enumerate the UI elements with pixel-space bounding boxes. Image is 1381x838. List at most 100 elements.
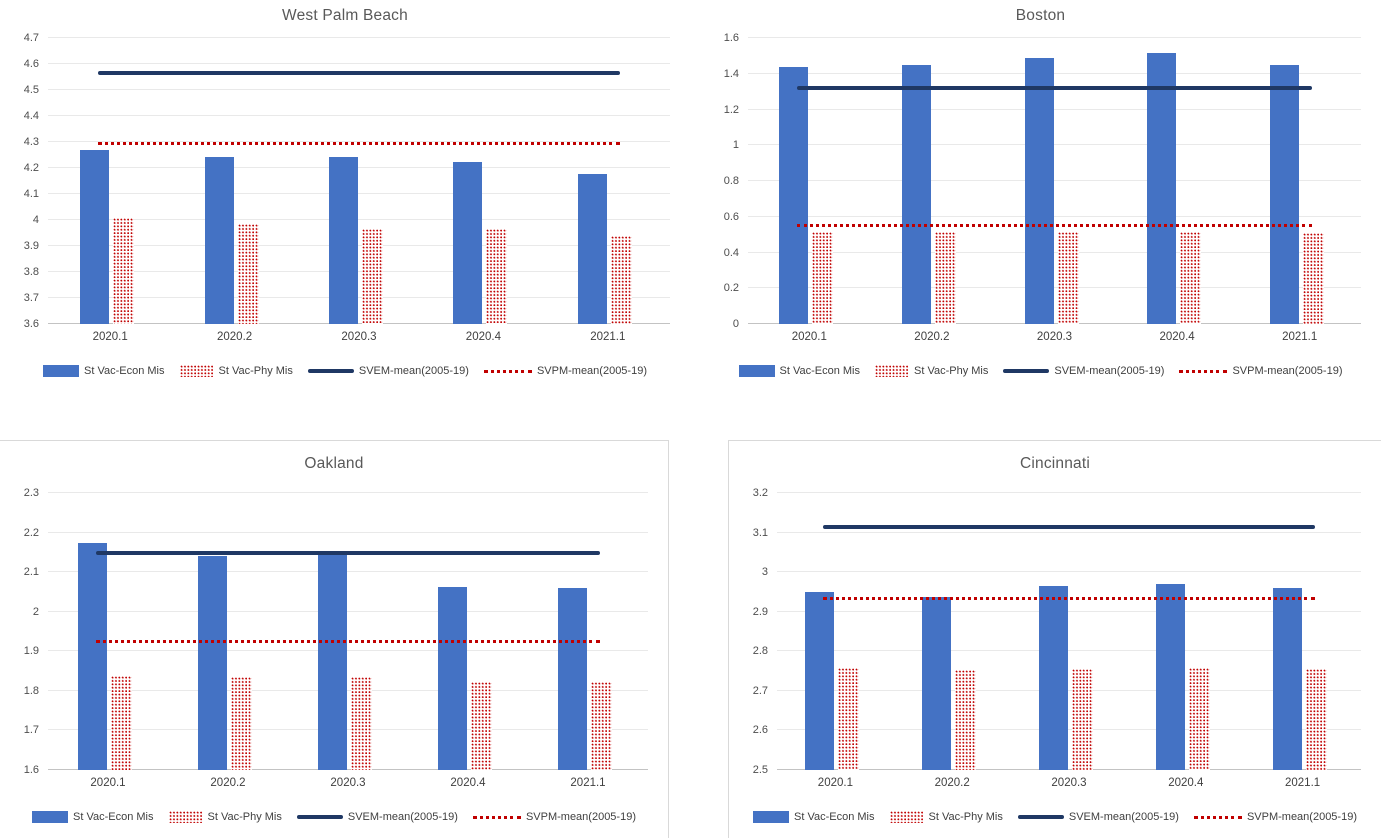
legend-swatch-phy-pattern — [889, 811, 924, 823]
y-axis-tick-label: 1.9 — [23, 645, 39, 658]
x-axis-tick-label: 2020.2 — [914, 331, 950, 343]
bar-econ-mismatch — [577, 174, 607, 324]
x-axis-tick-label: 2020.4 — [1159, 331, 1195, 343]
gridline — [48, 271, 670, 272]
chart-title: Oakland — [304, 455, 364, 472]
legend-item: SVPM-mean(2005-19) — [1179, 365, 1343, 377]
legend-item: St Vac-Phy Mis — [168, 811, 282, 823]
y-axis-tick-label: 4.1 — [23, 188, 39, 200]
y-axis-tick-label: 2.1 — [23, 566, 39, 579]
gridline — [48, 729, 648, 731]
plot-area: 0 0.2 0.4 0.6 0.8 1 1.2 1.4 1.6 — [724, 32, 1361, 330]
gridline — [748, 287, 1361, 289]
gridline — [777, 769, 1361, 770]
gridline — [777, 571, 1361, 573]
y-axis-tick-label: 1.2 — [723, 103, 739, 116]
gridline — [48, 89, 670, 90]
bar-econ-mismatch — [329, 156, 358, 324]
bar-econ-mismatch — [453, 161, 483, 324]
y-axis-tick-label: 2.2 — [23, 526, 39, 539]
gridline — [48, 571, 648, 573]
legend-swatch-econ-bar — [32, 811, 68, 823]
legend-label: St Vac-Phy Mis — [928, 811, 1003, 823]
bar-econ-mismatch — [805, 591, 835, 770]
legend-label: SVPM-mean(2005-19) — [536, 365, 647, 377]
y-axis-tick-label: 1.6 — [23, 764, 39, 776]
legend-item: SVPM-mean(2005-19) — [483, 365, 647, 377]
bar-phy-mismatch — [610, 236, 632, 324]
gridline — [48, 193, 670, 194]
gridline — [48, 245, 670, 246]
y-axis-tick-label: 3.7 — [23, 292, 39, 304]
y-axis-tick-label: 4.3 — [23, 136, 39, 148]
chart-title: Boston — [1015, 7, 1066, 24]
y-axis-tick-label: 4.5 — [23, 84, 39, 96]
x-axis-tick-label: 2021.1 — [590, 331, 626, 343]
bar-phy-mismatch — [838, 668, 860, 770]
bar-phy-mismatch — [111, 675, 132, 770]
legend-item: St Vac-Phy Mis — [875, 365, 988, 377]
gridline — [777, 729, 1361, 731]
x-axis-labels: 2020.1 2020.2 2020.3 2020.4 2021.1 — [748, 324, 1361, 350]
legend-label: St Vac-Econ Mis — [73, 811, 154, 823]
bar-econ-mismatch — [78, 542, 107, 770]
legend-swatch-phy-pattern — [875, 365, 909, 377]
bar-econ-mismatch — [922, 597, 952, 770]
gridline — [748, 215, 1361, 217]
legend-label: St Vac-Phy Mis — [914, 365, 989, 377]
y-axis-tick-label: 0.2 — [723, 282, 739, 295]
x-axis-tick-label: 2021.1 — [1282, 331, 1318, 343]
gridline — [48, 115, 670, 116]
x-axis-tick-label: 2020.1 — [817, 777, 853, 789]
x-axis-tick-label: 2020.3 — [341, 331, 377, 343]
x-axis-tick-label: 2020.4 — [1168, 777, 1204, 789]
legend-item: SVEM-mean(2005-19) — [1017, 811, 1179, 823]
gridline — [48, 323, 670, 324]
gridline — [748, 144, 1361, 146]
plot-area: 1.6 1.7 1.8 1.9 2 2.1 2.2 2.3 — [24, 487, 648, 776]
chart-panel-boston: Boston 0 0.2 0.4 0.6 0.8 1 1.2 1.4 1.6 2020.1 2020… — [700, 0, 1381, 392]
gridline — [48, 610, 648, 612]
legend-item: St Vac-Econ Mis — [43, 365, 165, 377]
y-axis-tick-label: 3.9 — [23, 240, 39, 252]
legend-item: SVEM-mean(2005-19) — [307, 365, 469, 377]
y-axis-tick-label: 3.8 — [23, 266, 39, 278]
gridline — [48, 219, 670, 220]
bar-econ-mismatch — [1155, 583, 1185, 770]
y-axis-tick-label: 4 — [32, 214, 39, 226]
y-axis-tick-label: 3 — [761, 566, 768, 579]
legend-item: SVPM-mean(2005-19) — [472, 811, 636, 823]
legend-marker-svpm-dots — [1179, 369, 1228, 373]
x-axis-tick-label: 2020.3 — [1036, 331, 1073, 343]
y-axis-tick-label: 2.6 — [752, 724, 768, 737]
y-axis-tick-label: 1.4 — [723, 67, 739, 80]
x-axis-labels: 2020.1 2020.2 2020.3 2020.4 2021.1 — [48, 324, 670, 350]
bar-phy-mismatch — [1057, 231, 1079, 324]
bar-phy-mismatch — [1305, 668, 1327, 770]
gridline — [777, 689, 1361, 691]
chart-legend: St Vac-Econ Mis St Vac-Phy Mis SVEM-mean(2… — [0, 350, 690, 392]
legend-marker-svem-line — [1003, 369, 1050, 373]
y-axis-tick-label: 0.8 — [723, 175, 739, 187]
gridline — [777, 492, 1361, 493]
bar-phy-mismatch — [1188, 668, 1210, 770]
chart-title: Cincinnati — [1019, 455, 1091, 472]
legend-marker-svpm-dots — [1193, 815, 1242, 819]
bar-phy-mismatch — [812, 231, 834, 324]
gridline — [48, 63, 670, 64]
bar-phy-mismatch — [1072, 669, 1093, 770]
gridline — [777, 610, 1361, 612]
legend-item: SVPM-mean(2005-19) — [1193, 811, 1357, 823]
svem-mean-line — [823, 524, 1315, 529]
bar-econ-mismatch — [80, 149, 110, 324]
legend-marker-svpm-dots — [483, 369, 532, 373]
bar-phy-mismatch — [1302, 233, 1324, 324]
legend-item: St Vac-Econ Mis — [753, 811, 875, 823]
bar-phy-mismatch — [591, 682, 612, 770]
legend-item: St Vac-Econ Mis — [738, 365, 860, 377]
bar-phy-mismatch — [113, 217, 135, 324]
x-axis-tick-label: 2020.1 — [791, 331, 827, 343]
svpm-mean-line — [823, 597, 1315, 601]
gridline — [748, 37, 1361, 38]
